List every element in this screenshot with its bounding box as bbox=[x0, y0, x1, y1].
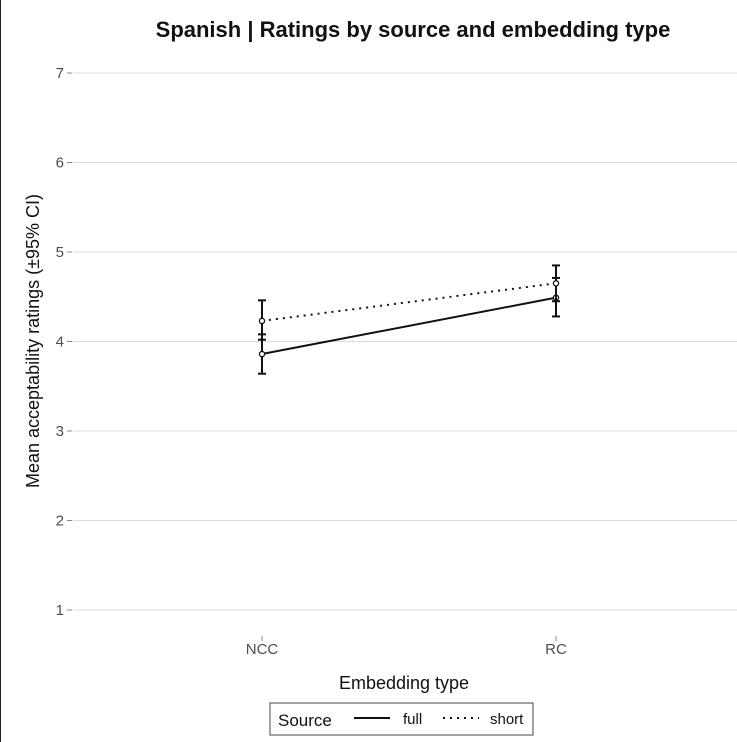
y-tick-labels: 1 2 3 4 5 6 7 bbox=[56, 65, 64, 619]
y-tick-label: 4 bbox=[56, 334, 64, 351]
y-tick-label: 1 bbox=[56, 602, 64, 619]
grid-layer bbox=[67, 72, 737, 611]
chart-title: Spanish | Ratings by source and embeddin… bbox=[156, 17, 671, 42]
data-point-short bbox=[552, 280, 560, 287]
legend-label-full: full bbox=[403, 711, 422, 728]
y-tick-label: 5 bbox=[56, 244, 64, 261]
y-tick-label: 7 bbox=[56, 65, 64, 82]
x-axis-title: Embedding type bbox=[339, 673, 469, 693]
y-tick-label: 3 bbox=[56, 423, 64, 440]
data-point-full bbox=[258, 350, 266, 358]
legend-title: Source bbox=[278, 711, 332, 730]
data-point-short bbox=[258, 317, 266, 325]
legend-label-short: short bbox=[490, 711, 524, 728]
series-line-short bbox=[261, 282, 557, 322]
y-axis-title: Mean acceptability ratings (±95% CI) bbox=[23, 194, 43, 488]
x-tick-label: RC bbox=[545, 641, 567, 658]
x-tick-labels: NCC RC bbox=[246, 636, 567, 658]
series-layer bbox=[258, 264, 560, 375]
legend: Source full short bbox=[269, 702, 534, 736]
series-line-full bbox=[261, 296, 557, 356]
legend-box bbox=[269, 702, 534, 736]
y-tick-label: 6 bbox=[56, 155, 64, 172]
x-tick-label: NCC bbox=[246, 641, 279, 658]
y-tick-label: 2 bbox=[56, 513, 64, 530]
